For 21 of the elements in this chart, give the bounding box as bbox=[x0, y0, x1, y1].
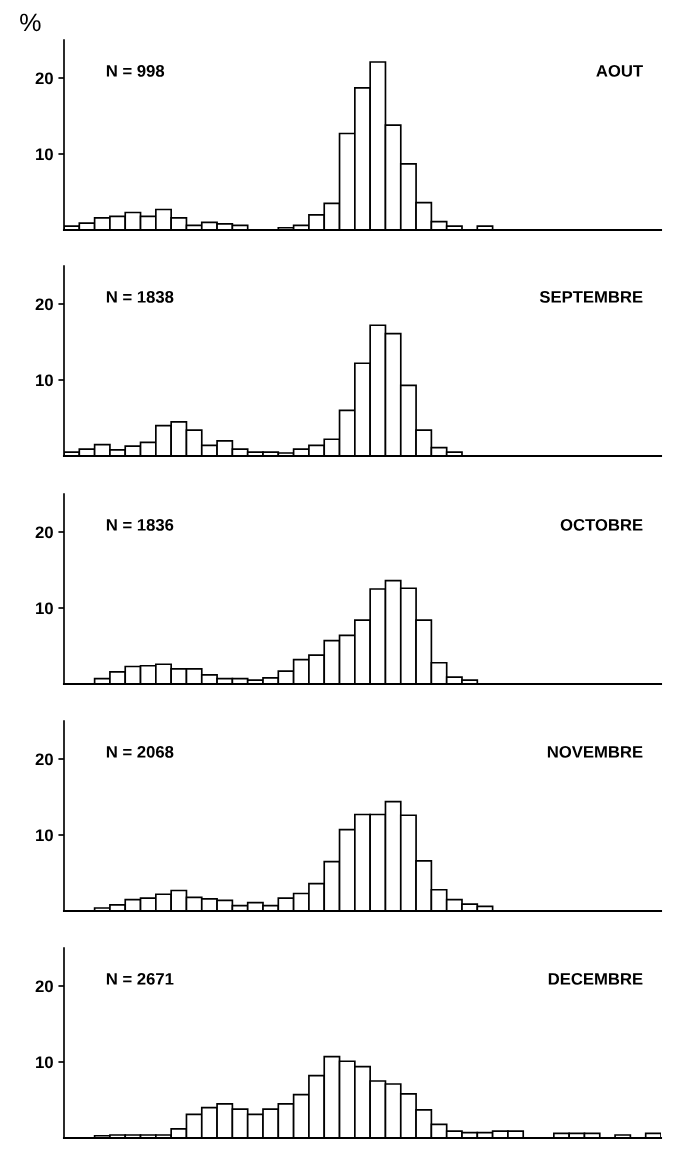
y-tick-label: 10 bbox=[36, 602, 53, 615]
text: OCTOBRE bbox=[560, 518, 643, 531]
y-tick-label: 20 bbox=[35, 526, 53, 539]
y-tick-label: 10 bbox=[36, 1056, 53, 1069]
annotation: N = 2068 bbox=[106, 745, 174, 758]
annotation: N = 1836 bbox=[106, 518, 174, 531]
text: NOVEMBRE bbox=[547, 745, 643, 758]
annotation: N = 998 bbox=[106, 64, 165, 77]
annotation: N = 1838 bbox=[106, 290, 174, 303]
y-tick-label: 20 bbox=[35, 298, 53, 311]
text: AOUT bbox=[596, 64, 643, 77]
y-tick-label: 20 bbox=[35, 980, 53, 993]
y-tick-label: 20 bbox=[35, 753, 53, 766]
y-tick-label: 10 bbox=[36, 829, 53, 842]
text: SEPTEMBRE bbox=[539, 290, 643, 303]
y-tick-label: 10 bbox=[36, 148, 53, 161]
annotation: N = 2671 bbox=[106, 972, 174, 985]
y-axis-title: % bbox=[20, 13, 41, 32]
y-tick-label: 10 bbox=[36, 374, 53, 387]
y-tick-label: 20 bbox=[35, 72, 53, 85]
text: DECEMBRE bbox=[548, 972, 643, 985]
